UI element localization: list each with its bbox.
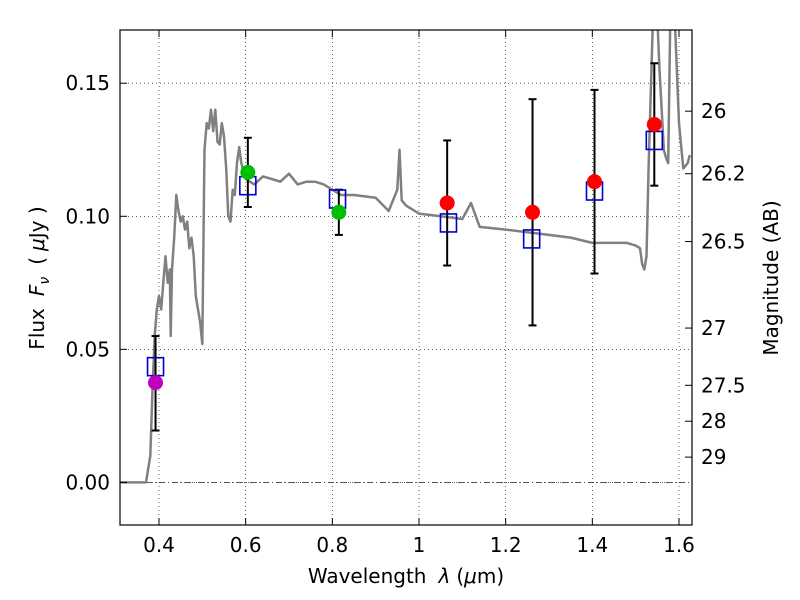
y-axis-label: FluxFν(μJy ) (25, 206, 53, 349)
model-square (439, 213, 458, 233)
right-tick-label: 26.5 (701, 230, 746, 254)
x-tick-label: 1 (413, 533, 426, 557)
y-tick-label: 0.05 (65, 337, 110, 361)
x-tick-label: 1.4 (576, 533, 608, 557)
x-tick-label: 0.6 (230, 533, 262, 557)
right-tick-label: 29 (701, 445, 726, 469)
model-square (522, 229, 541, 249)
observed-point (439, 195, 455, 211)
right-axis-ticks: 26 26.2 26.5 27 27.5 28 29 (685, 99, 746, 469)
right-tick-label: 27 (701, 316, 726, 340)
x-tick-label: 1.6 (663, 533, 695, 557)
right-tick-label: 26.2 (701, 162, 746, 186)
x-tick-label: 0.8 (316, 533, 348, 557)
error-bars (151, 62, 659, 432)
y-tick-label: 0.00 (65, 470, 110, 494)
observed-point (148, 375, 164, 391)
right-tick-label: 28 (701, 409, 726, 433)
sed-model-line (120, 30, 692, 484)
right-tick-label: 27.5 (701, 373, 746, 397)
grid (120, 30, 692, 525)
y-axis-ticks: 0.00 0.05 0.10 0.15 (65, 71, 127, 494)
x-axis-ticks: 0.4 0.6 0.8 1 1.2 1.4 1.6 (143, 30, 695, 557)
plot-frame (119, 29, 693, 526)
observed-point (587, 174, 602, 190)
observed-point (240, 164, 256, 180)
right-tick-label: 26 (701, 99, 726, 123)
y-tick-label: 0.10 (65, 204, 110, 228)
y-tick-label: 0.15 (65, 71, 110, 95)
observed-point (525, 204, 541, 220)
x-tick-label: 0.4 (143, 533, 175, 557)
right-axis-label: Magnitude (AB) (759, 200, 783, 355)
x-tick-label: 1.2 (490, 533, 522, 557)
observed-point (646, 116, 662, 132)
observed-point (331, 204, 347, 220)
sed-model-layer (120, 30, 692, 484)
x-axis-label: Wavelength λ (μm) (308, 564, 504, 588)
observed-points (148, 116, 662, 391)
